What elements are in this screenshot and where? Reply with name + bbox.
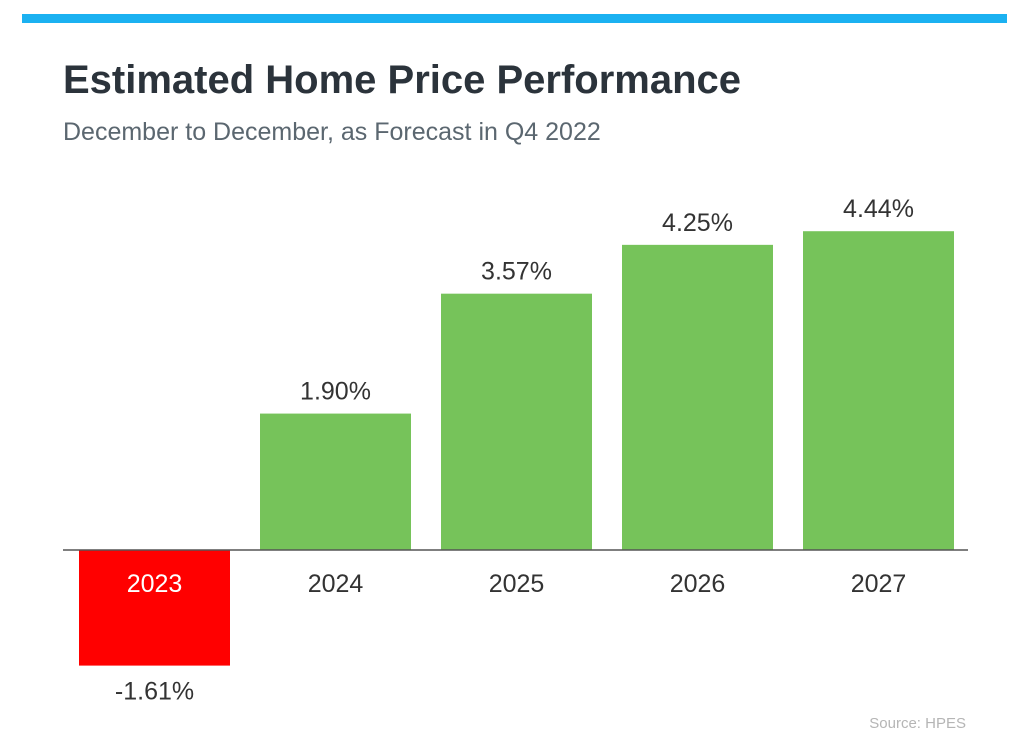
- chart-title: Estimated Home Price Performance: [63, 58, 742, 102]
- tick-label-2026: 2026: [670, 570, 726, 598]
- tick-label-2027: 2027: [851, 570, 907, 598]
- data-label-2027: 4.44%: [843, 195, 914, 223]
- data-label-2026: 4.25%: [662, 209, 733, 237]
- bar-2027: [803, 231, 954, 550]
- bar-2023: [79, 550, 230, 666]
- bar-2024: [260, 413, 411, 550]
- bar-2025: [441, 293, 592, 550]
- data-label-2023: -1.61%: [115, 678, 194, 706]
- tick-label-2023: 2023: [127, 570, 183, 598]
- source-note: Source: HPES: [869, 715, 966, 732]
- tick-label-2025: 2025: [489, 570, 545, 598]
- tick-label-2024: 2024: [308, 570, 364, 598]
- data-label-2024: 1.90%: [300, 378, 371, 406]
- chart-subtitle: December to December, as Forecast in Q4 …: [63, 118, 601, 146]
- data-label-2025: 3.57%: [481, 258, 552, 286]
- bar-2026: [622, 244, 773, 550]
- accent-top-bar: [22, 14, 1007, 23]
